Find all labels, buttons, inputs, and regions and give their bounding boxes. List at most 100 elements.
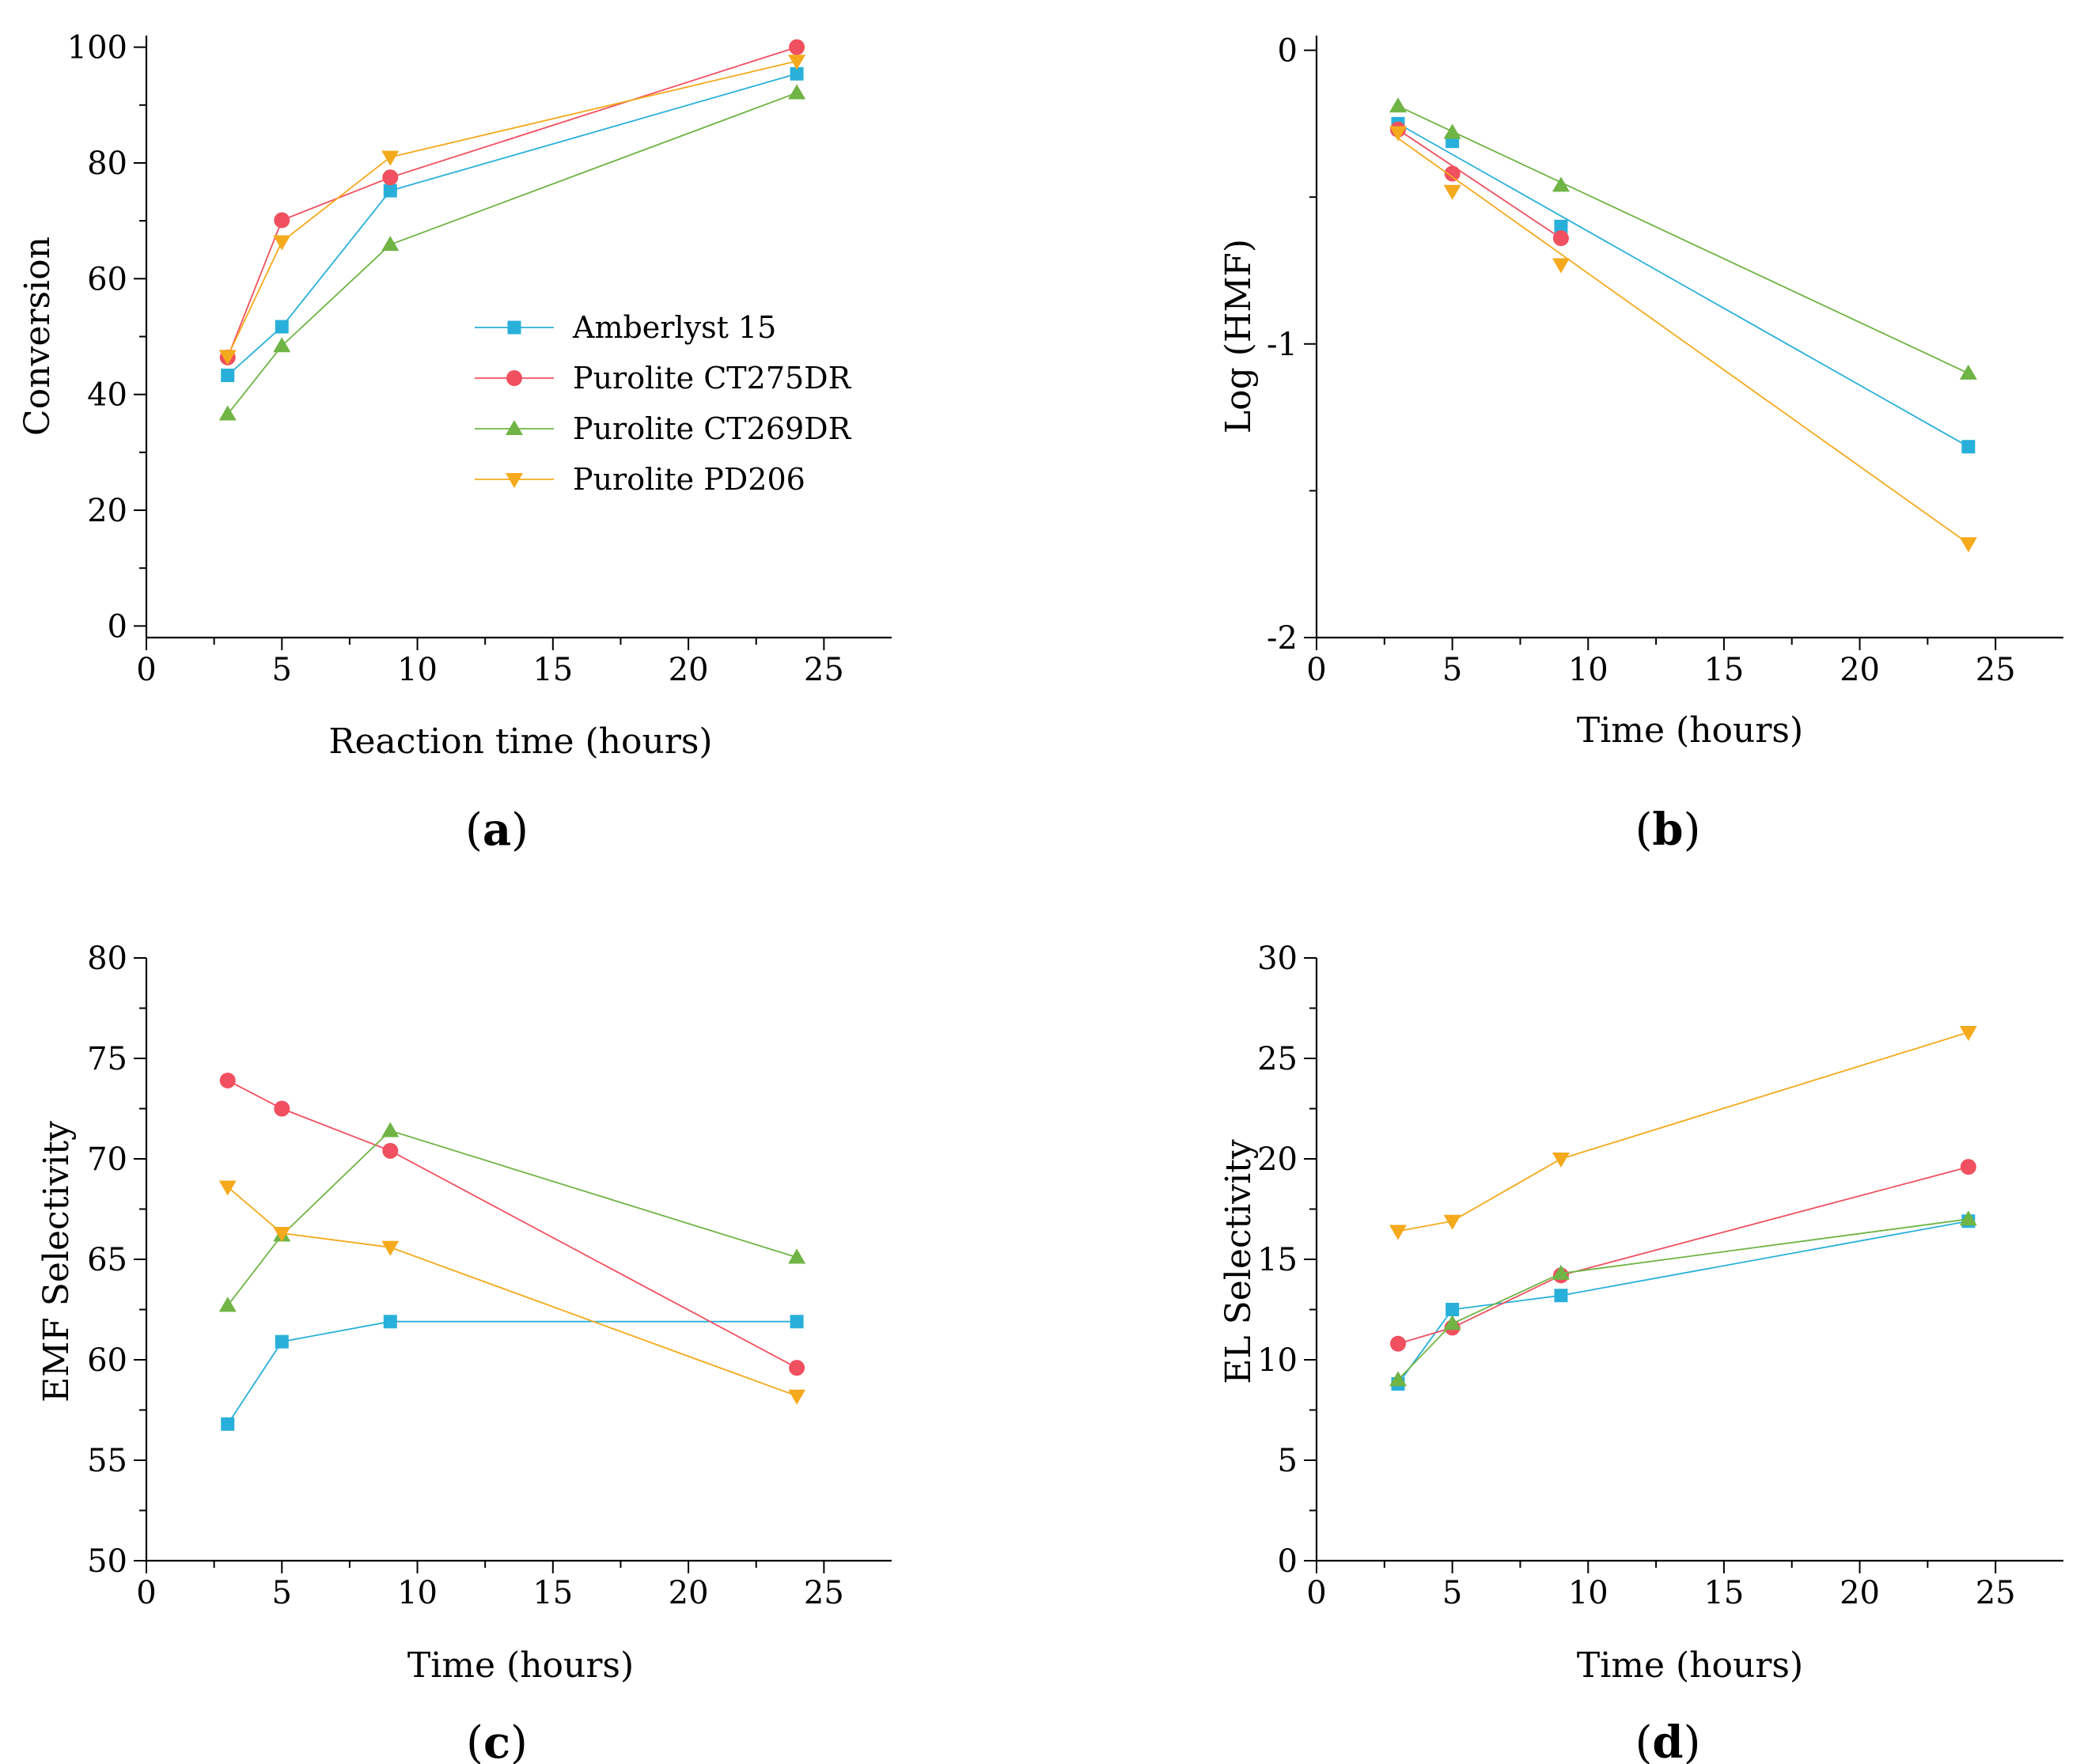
panel-d-purolite-ct269dr-point bbox=[1443, 1315, 1461, 1331]
panel-a-purolite-ct269dr-point bbox=[381, 236, 400, 252]
panel-d-x-tick-label: 20 bbox=[1840, 1575, 1880, 1611]
panel-b-purolite-ct269dr-point bbox=[1389, 97, 1407, 113]
panel-a-amberlyst-15-series bbox=[221, 66, 804, 383]
panel-d-y-tick-label: 10 bbox=[1257, 1342, 1298, 1379]
panel-c-purolite-ct275dr-point bbox=[274, 1100, 290, 1117]
panel-a-legend-purolite-pd206-swatch-marker bbox=[506, 473, 523, 488]
panel-c-purolite-pd206-line bbox=[227, 1186, 798, 1397]
panel-a-legend-amberlyst-15-label: Amberlyst 15 bbox=[572, 310, 776, 345]
panel-b-amberlyst-15-line bbox=[1397, 123, 1969, 448]
panel-c-purolite-pd206-series bbox=[218, 1180, 806, 1405]
panel-a-amberlyst-15-point bbox=[221, 369, 235, 383]
panel-c-x-tick-label: 5 bbox=[272, 1575, 292, 1611]
panel-b-x-tick-label: 15 bbox=[1703, 652, 1744, 688]
panel-b-y-tick-label: -1 bbox=[1267, 327, 1298, 363]
panel-b-x-tick-label: 25 bbox=[1976, 652, 2016, 688]
panel-b-amberlyst-15-point bbox=[1554, 219, 1568, 233]
panel-d-purolite-pd206-point bbox=[1959, 1025, 1977, 1041]
panel-c-emf-selectivity-chart: Time (hours) EMF Selectivity (c) 0 5 10 15 2… bbox=[36, 941, 892, 1764]
panel-b-purolite-pd206-point bbox=[1389, 126, 1407, 142]
panel-a-purolite-ct269dr-point bbox=[788, 84, 806, 100]
panel-b-label: (b) bbox=[1635, 804, 1701, 856]
panel-b-purolite-ct269dr-point bbox=[1552, 176, 1570, 192]
panel-a-purolite-ct269dr-point bbox=[273, 337, 291, 353]
panel-a-legend-purolite-ct275dr-label: Purolite CT275DR bbox=[573, 361, 852, 396]
panel-d-x-tick-label: 5 bbox=[1442, 1575, 1462, 1611]
panel-a-x-tick-label: 25 bbox=[804, 652, 844, 688]
panel-a-y-tick-label: 80 bbox=[87, 146, 127, 182]
panel-c-purolite-ct269dr-point bbox=[381, 1122, 400, 1138]
panel-d-purolite-ct275dr-line bbox=[1397, 1166, 1969, 1345]
panel-b-purolite-ct269dr-line bbox=[1397, 105, 1969, 374]
panel-a-legend-purolite-ct275dr-swatch-marker bbox=[506, 370, 522, 386]
panel-a-x-tick-label: 20 bbox=[669, 652, 709, 688]
panel-a-purolite-pd206-line bbox=[226, 60, 798, 357]
panel-d-purolite-ct275dr-point bbox=[1389, 1335, 1406, 1352]
panel-c-purolite-pd206-point bbox=[788, 1389, 806, 1405]
panel-c-amberlyst-15-point bbox=[275, 1334, 289, 1349]
panel-d-x-tick-label: 0 bbox=[1306, 1575, 1326, 1611]
panel-a-purolite-pd206-series bbox=[218, 55, 806, 365]
panel-c-amberlyst-15-point bbox=[383, 1315, 397, 1329]
panel-a-x-tick-label: 5 bbox=[272, 652, 292, 688]
panel-b-x-tick-label: 10 bbox=[1568, 652, 1608, 688]
panel-c-y-tick-label: 65 bbox=[87, 1242, 127, 1278]
panel-a-purolite-ct269dr-line bbox=[227, 92, 798, 415]
panel-c-purolite-ct269dr-point bbox=[788, 1248, 806, 1264]
panel-c-amberlyst-15-point bbox=[790, 1315, 804, 1329]
panel-d-y-tick-label: 30 bbox=[1257, 941, 1298, 977]
panel-a-legend-purolite-ct269dr-label: Purolite CT269DR bbox=[573, 411, 852, 446]
panel-a-legend-purolite-ct269dr-swatch-marker bbox=[506, 420, 523, 435]
panel-d-amberlyst-15-point bbox=[1554, 1289, 1568, 1303]
panel-c-y-tick-label: 70 bbox=[87, 1141, 127, 1178]
panel-c-x-tick-label: 15 bbox=[532, 1575, 573, 1611]
panel-a-y-tick-label: 60 bbox=[87, 261, 127, 297]
panel-d-x-tick-label: 10 bbox=[1568, 1575, 1608, 1611]
panel-c-purolite-pd206-point bbox=[273, 1226, 291, 1242]
panel-c-amberlyst-15-series bbox=[221, 1315, 804, 1431]
panel-c-purolite-ct269dr-series bbox=[218, 1122, 806, 1312]
panel-b-letter: b bbox=[1652, 804, 1683, 856]
panel-d-y-tick-label: 5 bbox=[1278, 1443, 1298, 1479]
panel-d-amberlyst-15-point bbox=[1446, 1303, 1460, 1316]
panel-a-y-tick-label: 40 bbox=[87, 377, 127, 414]
panel-b-xlabel: Time (hours) bbox=[1577, 710, 1803, 751]
panel-c-purolite-ct275dr-point bbox=[382, 1142, 399, 1159]
panel-a-x-tick-label: 15 bbox=[532, 652, 573, 688]
panel-c-x-tick-label: 20 bbox=[669, 1575, 709, 1611]
panel-b-purolite-pd206-line bbox=[1397, 138, 1969, 544]
panel-c-purolite-ct275dr-line bbox=[227, 1080, 798, 1368]
panel-b-y-tick-label: 0 bbox=[1278, 33, 1298, 70]
panel-a-xlabel: Reaction time (hours) bbox=[328, 721, 712, 762]
panel-c-purolite-pd206-point bbox=[218, 1180, 237, 1196]
panel-a-label: (a) bbox=[465, 804, 529, 856]
panel-d-purolite-pd206-point bbox=[1389, 1225, 1407, 1240]
panel-a-letter: a bbox=[483, 804, 511, 856]
panel-c-y-tick-label: 50 bbox=[87, 1543, 127, 1580]
panel-d-purolite-pd206-point bbox=[1552, 1153, 1570, 1168]
panel-d-purolite-ct269dr-line bbox=[1397, 1218, 1969, 1381]
panel-d-purolite-pd206-point bbox=[1443, 1214, 1461, 1230]
panel-d-y-tick-label: 20 bbox=[1257, 1141, 1298, 1178]
panel-b-amberlyst-15-series bbox=[1391, 116, 1976, 454]
panel-d-purolite-ct275dr-series bbox=[1389, 1159, 1976, 1352]
panel-c-y-tick-label: 55 bbox=[87, 1443, 127, 1479]
panel-a-purolite-ct275dr-point bbox=[382, 169, 399, 186]
panel-a-purolite-pd206-point bbox=[273, 235, 291, 251]
panel-c-purolite-ct269dr-line bbox=[227, 1130, 798, 1306]
panel-b-purolite-ct269dr-point bbox=[1443, 123, 1461, 139]
panel-d-x-tick-label: 15 bbox=[1703, 1575, 1744, 1611]
panel-a-y-tick-label: 0 bbox=[108, 608, 127, 645]
panel-c-amberlyst-15-point bbox=[221, 1417, 235, 1431]
panel-a-legend-purolite-pd206-label: Purolite PD206 bbox=[573, 462, 805, 497]
panel-a-purolite-ct269dr-point bbox=[218, 405, 237, 421]
panel-c-y-tick-label: 60 bbox=[87, 1342, 127, 1379]
panel-a-purolite-pd206-point bbox=[381, 150, 400, 166]
panel-b-purolite-pd206-point bbox=[1443, 184, 1461, 200]
panel-b-purolite-pd206-point bbox=[1959, 537, 1977, 553]
panel-a-x-tick-label: 10 bbox=[397, 652, 438, 688]
panel-a-legend-amberlyst-15-swatch-marker bbox=[507, 320, 521, 335]
panel-b-purolite-ct269dr-series bbox=[1389, 97, 1977, 380]
panel-d-ylabel: EL Selectivity bbox=[1218, 1139, 1259, 1384]
